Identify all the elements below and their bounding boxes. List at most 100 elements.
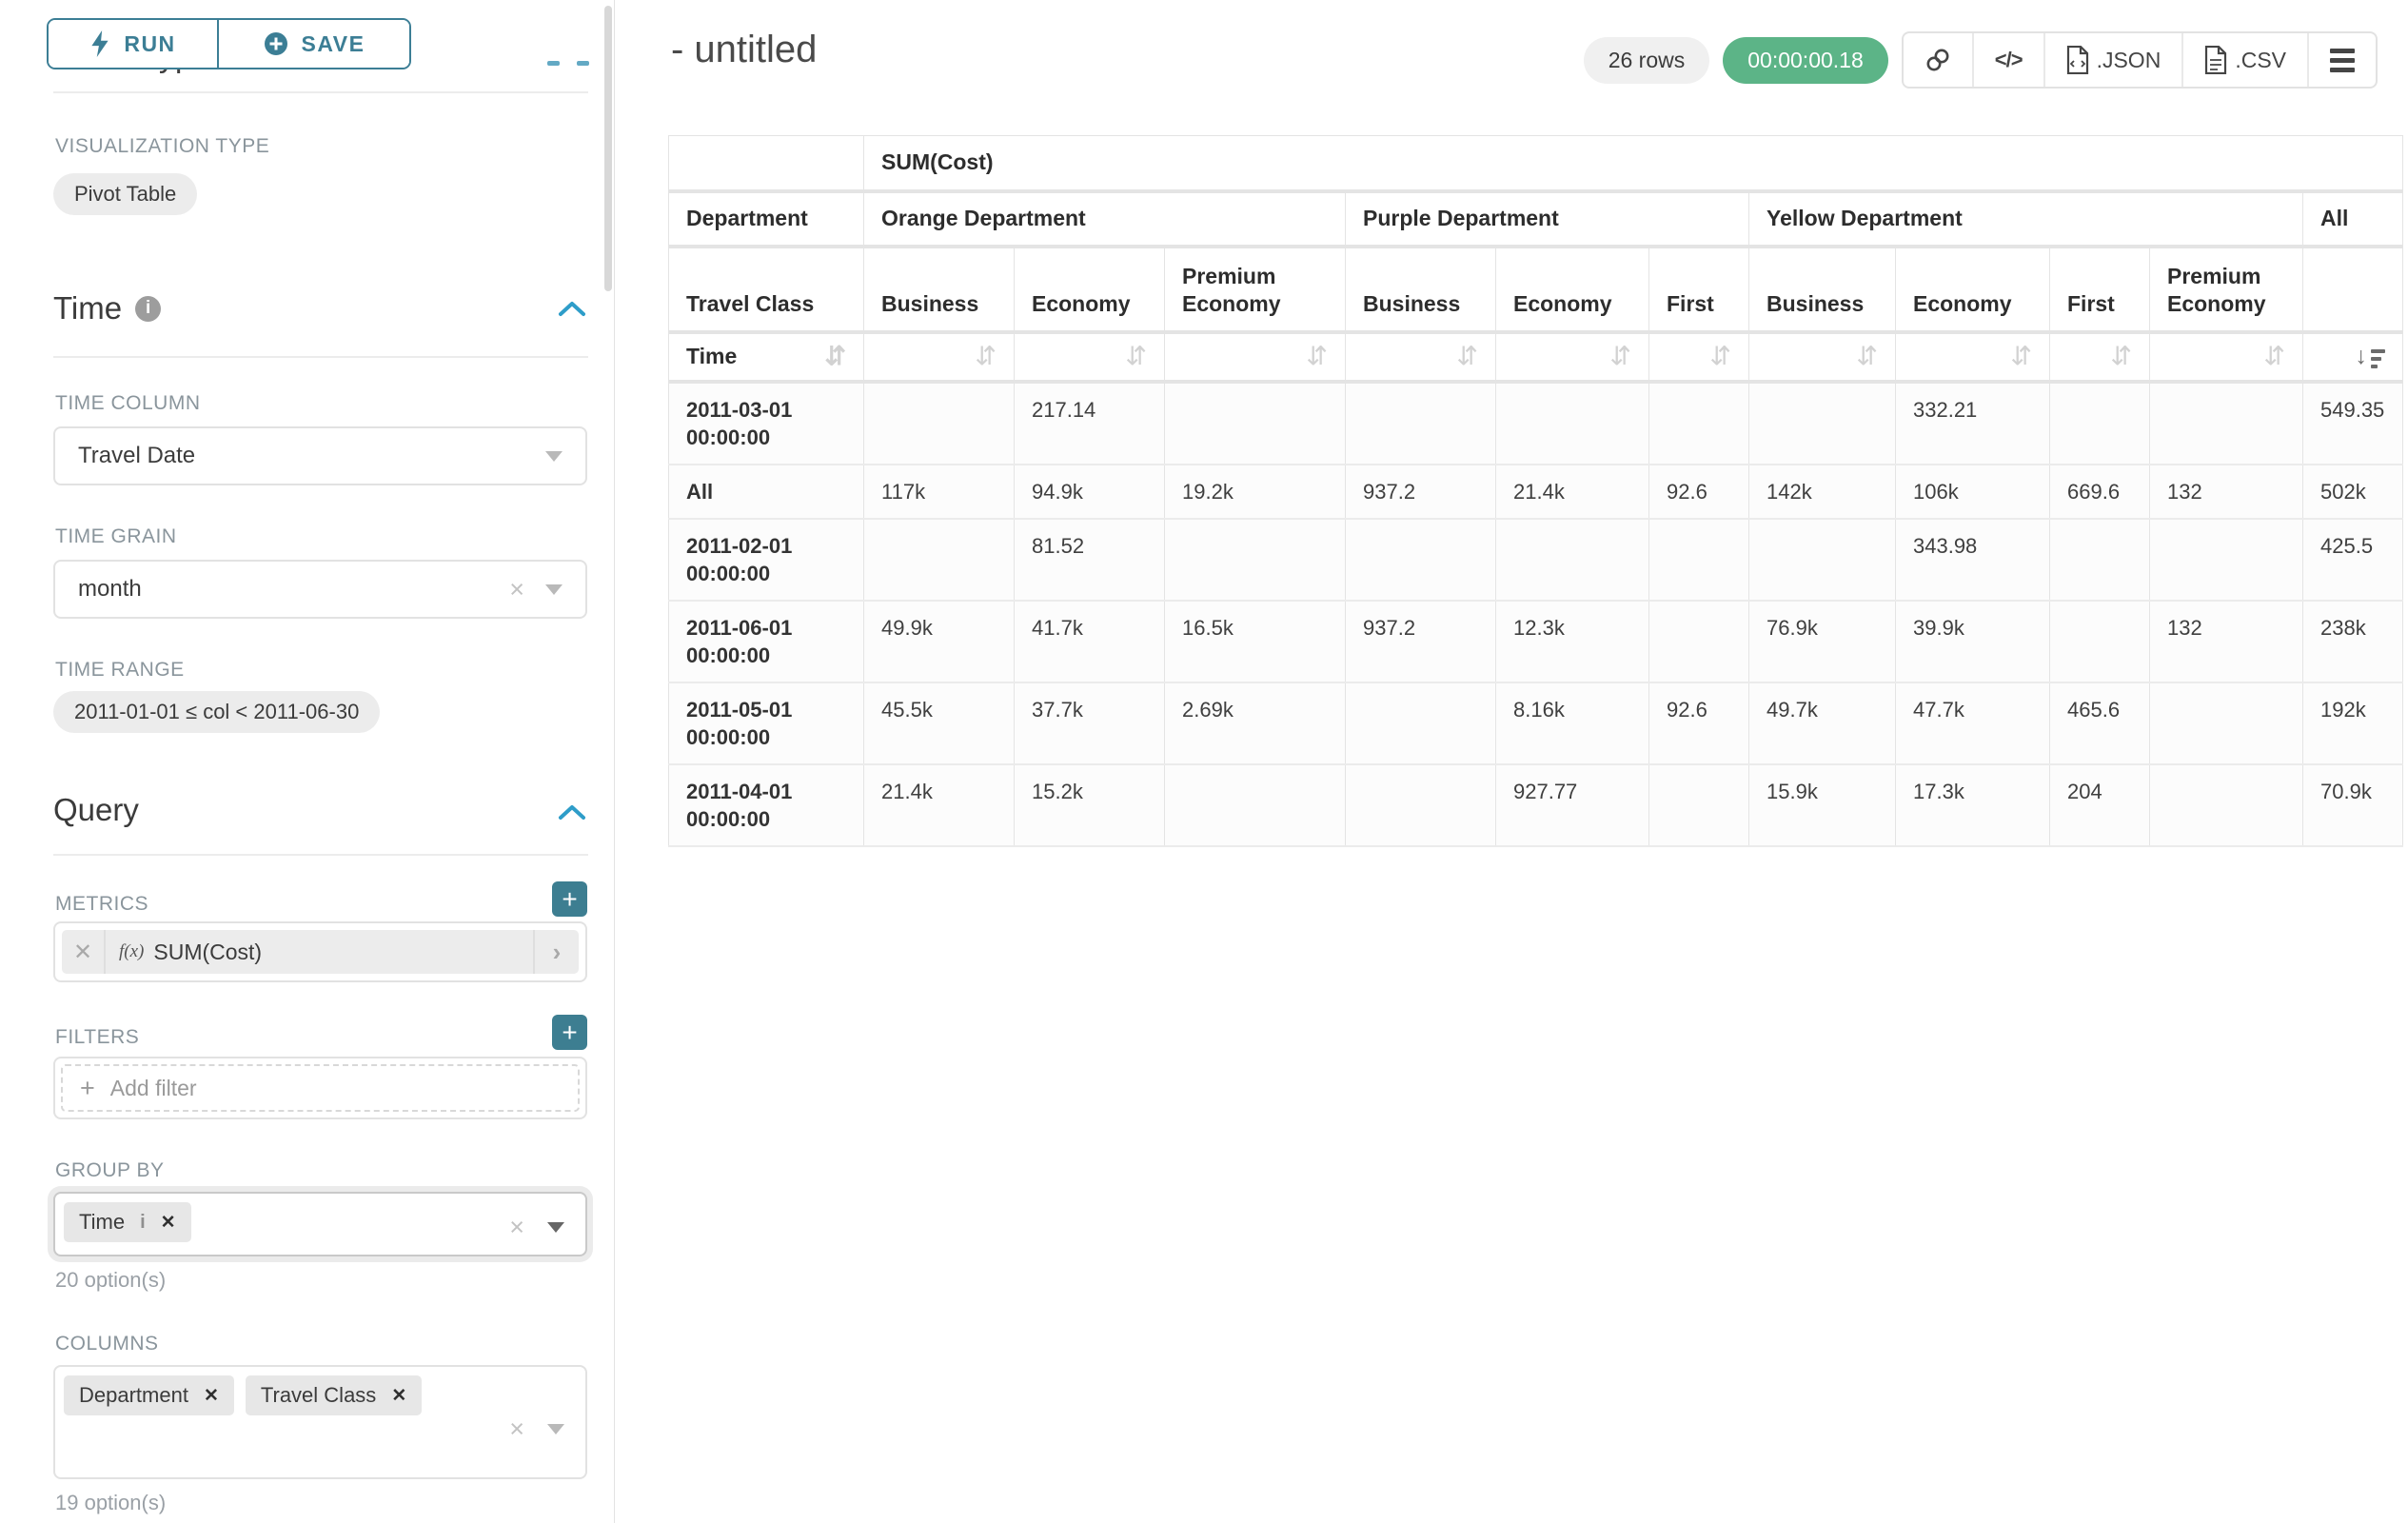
value-cell: 15.9k (1748, 763, 1896, 847)
sidebar-scrollbar[interactable] (604, 6, 612, 291)
collapse-chevron-up-icon[interactable] (558, 300, 586, 317)
sort-icon[interactable]: ⇵ (1856, 342, 1878, 370)
json-file-icon (2066, 46, 2088, 74)
divider (53, 91, 588, 93)
sort-header-cell[interactable]: ⇵ (2049, 331, 2150, 384)
value-cell (1164, 380, 1346, 465)
visualization-type-value[interactable]: Pivot Table (53, 173, 198, 215)
sort-header-cell[interactable]: ⇵ (2149, 331, 2303, 384)
sort-icon[interactable]: ⇵ (2010, 342, 2032, 370)
remove-token-icon[interactable]: ✕ (160, 1212, 176, 1233)
time-column-select[interactable]: Travel Date (53, 426, 587, 485)
fx-icon: f(x) (119, 941, 145, 961)
travel-class-header: First (1648, 246, 1749, 334)
value-cell: 927.77 (1495, 763, 1649, 847)
group-by-select[interactable]: Time i ✕ × (53, 1192, 587, 1256)
sort-icon[interactable]: ⇵ (824, 342, 846, 370)
sort-header-cell[interactable]: ⇵ (1014, 331, 1165, 384)
time-section-heading: Time i (53, 290, 162, 326)
token-pill[interactable]: Department ✕ (64, 1375, 234, 1415)
table-row: 2011-04-01 00:00:00 21.4k 15.2k 927.77 15.9k… (668, 763, 2403, 847)
chevron-down-icon[interactable] (547, 1222, 564, 1233)
chevron-down-icon[interactable] (545, 583, 563, 595)
department-group-header: Purple Department (1345, 190, 1749, 248)
time-range-value[interactable]: 2011-01-01 ≤ col < 2011-06-30 (53, 691, 381, 733)
token-label: Department (79, 1383, 188, 1407)
sort-icon[interactable]: ⇵ (1306, 342, 1328, 370)
sort-header-cell[interactable]: ↓ (2302, 331, 2403, 384)
row-count-badge: 26 rows (1583, 36, 1710, 84)
sort-icon[interactable]: ⇵ (1456, 342, 1478, 370)
run-button[interactable]: RUN (49, 20, 219, 68)
sort-icon[interactable]: ⇵ (1125, 342, 1147, 370)
panel-handle-dot (547, 61, 560, 66)
query-timer-badge: 00:00:00.18 (1723, 36, 1888, 84)
sort-icon[interactable]: ⇵ (1709, 342, 1731, 370)
value-cell: 21.4k (863, 763, 1015, 847)
sort-icon[interactable]: ⇵ (2263, 342, 2285, 370)
collapse-chevron-up-icon[interactable] (558, 803, 586, 821)
query-section-heading: Query (53, 792, 139, 827)
row-label-cell: 2011-04-01 00:00:00 (668, 763, 864, 847)
sort-header-cell[interactable]: ⇵ (1748, 331, 1896, 384)
time-dim-cell[interactable]: Time ⇵ (668, 331, 864, 384)
clear-icon[interactable]: × (509, 1414, 524, 1443)
view-query-button[interactable]: </> (1971, 33, 2043, 87)
value-cell (2049, 600, 2150, 683)
divider (53, 854, 588, 856)
csv-file-icon (2205, 46, 2227, 74)
sort-header-cell[interactable]: ⇵ (1164, 331, 1346, 384)
plus-circle-icon (264, 32, 287, 55)
value-cell: 117k (863, 464, 1015, 520)
copy-link-button[interactable] (1904, 33, 1972, 87)
sort-icon[interactable]: ⇵ (975, 342, 997, 370)
add-metric-button[interactable]: + (552, 881, 587, 917)
value-cell (1648, 763, 1749, 847)
value-cell (1495, 518, 1649, 602)
add-filter-plus-button[interactable]: + (552, 1015, 587, 1050)
sort-header-cell[interactable]: ⇵ (1895, 331, 2050, 384)
travel-class-header: Business (1345, 246, 1496, 334)
chevron-down-icon[interactable] (547, 1424, 564, 1434)
value-cell: 81.52 (1014, 518, 1165, 602)
sort-icon[interactable]: ⇵ (1609, 342, 1631, 370)
export-json-button[interactable]: .JSON (2043, 33, 2182, 87)
row-label-cell: 2011-06-01 00:00:00 (668, 600, 864, 683)
sort-header-cell[interactable]: ⇵ (1345, 331, 1496, 384)
value-cell: 132 (2149, 600, 2303, 683)
value-cell (1345, 763, 1496, 847)
department-group-header: Yellow Department (1748, 190, 2303, 248)
travel-class-header: First (2049, 246, 2150, 334)
value-cell (2149, 682, 2303, 765)
clear-icon[interactable]: × (509, 1213, 524, 1241)
value-cell (2149, 763, 2303, 847)
add-filter-button[interactable]: + Add filter (61, 1064, 580, 1112)
remove-token-icon[interactable]: ✕ (203, 1385, 219, 1406)
metric-pill[interactable]: ✕ f(x) SUM(Cost) › (62, 930, 579, 974)
export-csv-button[interactable]: .CSV (2181, 33, 2307, 87)
department-dim-cell: Department (668, 190, 864, 248)
sort-header-cell[interactable]: ⇵ (863, 331, 1015, 384)
more-menu-button[interactable] (2307, 33, 2376, 87)
value-cell: 49.7k (1748, 682, 1896, 765)
clear-icon[interactable]: × (509, 574, 524, 603)
time-grain-select[interactable]: month × (53, 560, 587, 619)
sort-descending-icon[interactable]: ↓ (2356, 344, 2385, 368)
chevron-down-icon[interactable] (545, 450, 563, 462)
remove-metric-icon[interactable]: ✕ (62, 930, 106, 974)
menu-icon (2330, 48, 2355, 72)
remove-token-icon[interactable]: ✕ (391, 1385, 407, 1406)
sort-icon[interactable]: ⇵ (2110, 342, 2132, 370)
token-pill[interactable]: Time i ✕ (64, 1202, 191, 1242)
chevron-right-icon[interactable]: › (533, 930, 579, 974)
value-cell (1345, 518, 1496, 602)
value-cell (2049, 518, 2150, 602)
token-pill[interactable]: Travel Class ✕ (245, 1375, 423, 1415)
page-title[interactable]: - untitled (671, 29, 818, 70)
value-cell (1748, 518, 1896, 602)
value-cell (1648, 518, 1749, 602)
save-button[interactable]: SAVE (219, 20, 409, 68)
columns-select[interactable]: Department ✕ Travel Class ✕ × (53, 1365, 587, 1479)
sort-header-cell[interactable]: ⇵ (1495, 331, 1649, 384)
sort-header-cell[interactable]: ⇵ (1648, 331, 1749, 384)
